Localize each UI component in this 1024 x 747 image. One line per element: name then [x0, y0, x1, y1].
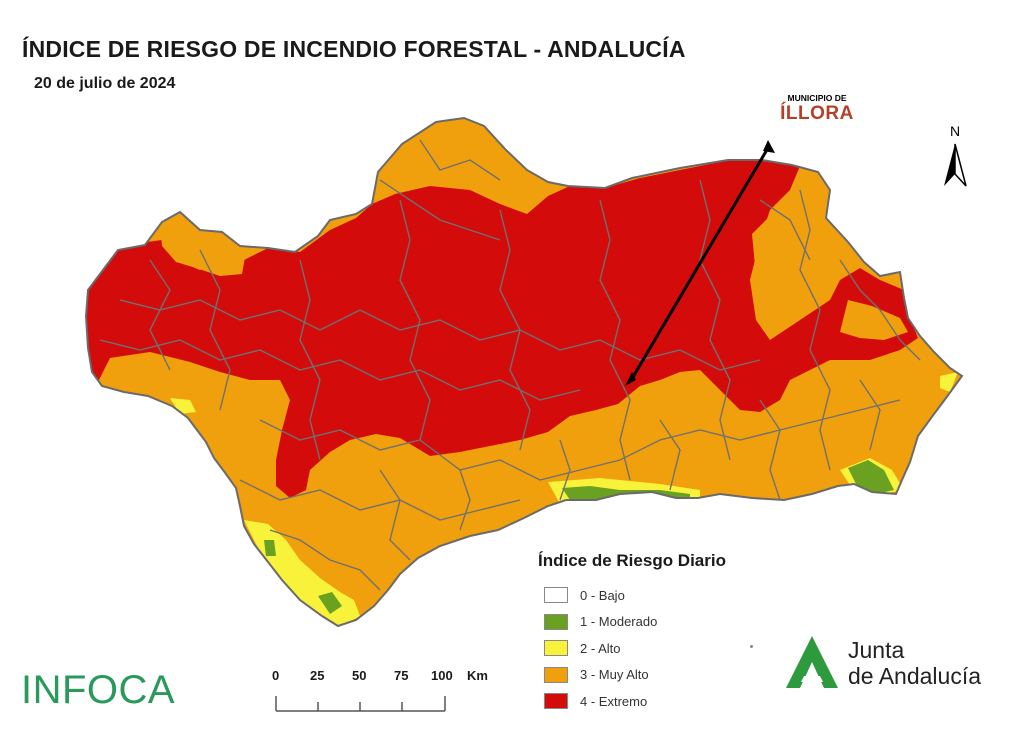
- legend-label: 0 - Bajo: [580, 587, 625, 603]
- map-date: 20 de julio de 2024: [34, 75, 176, 92]
- legend: Índice de Riesgo Diario 0 - Bajo 1 - Mod…: [538, 551, 726, 715]
- legend-swatch: [544, 666, 568, 683]
- arrow-head-icon: [763, 140, 775, 153]
- callout-arrow: [625, 140, 775, 386]
- zone-very-high-east: [752, 190, 828, 300]
- municipality-name: ÍLLORA: [780, 103, 854, 124]
- scale-tick-label: 75: [394, 668, 409, 683]
- legend-swatch: [544, 587, 568, 604]
- arrow-tail-icon: [625, 372, 636, 386]
- junta-line1: Junta: [848, 637, 905, 663]
- junta-andalucia-logo-text: Junta de Andalucía: [848, 637, 981, 689]
- legend-swatch: [544, 640, 568, 657]
- scale-bar: 0 25 50 75 100 Km: [263, 668, 503, 718]
- zone-high-west: [170, 398, 196, 414]
- north-arrow-icon: [944, 143, 967, 187]
- legend-item-alto: 2 - Alto: [538, 635, 726, 662]
- map-title: ÍNDICE DE RIESGO DE INCENDIO FORESTAL - …: [22, 36, 686, 62]
- municipality-callout: MUNICIPIO DE ÍLLORA: [774, 93, 860, 125]
- zone-extreme: [86, 160, 918, 498]
- legend-swatch: [544, 693, 568, 710]
- zone-moderate-sw: [264, 540, 276, 556]
- north-letter: N: [950, 123, 961, 139]
- region-outline: [84, 116, 964, 628]
- junta-andalucia-logo-icon: [786, 636, 838, 688]
- zone-moderate-south: [318, 592, 342, 614]
- legend-title: Índice de Riesgo Diario: [538, 551, 726, 570]
- legend-label: 4 - Extremo: [580, 693, 648, 709]
- scale-tick-label: 25: [310, 668, 325, 683]
- legend-label: 3 - Muy Alto: [580, 667, 649, 683]
- zone-high-east: [940, 372, 958, 392]
- scale-bar-lines: [275, 696, 446, 712]
- legend-swatch: [544, 613, 568, 630]
- scale-tick-label: 0: [272, 668, 280, 683]
- scale-tick-label: 100: [431, 668, 453, 683]
- legend-item-muy-alto: 3 - Muy Alto: [538, 662, 726, 689]
- dot-mark: [750, 645, 753, 648]
- legend-label: 1 - Moderado: [580, 614, 658, 630]
- zone-very-high-northwest: [160, 212, 246, 276]
- legend-item-bajo: 0 - Bajo: [538, 582, 726, 609]
- zone-very-high-east2: [840, 300, 908, 340]
- infoca-logo: INFOCA: [21, 668, 176, 712]
- municipal-boundaries: [99, 139, 921, 591]
- junta-line2: de Andalucía: [848, 663, 982, 689]
- legend-label: 2 - Alto: [580, 640, 621, 656]
- scale-unit: Km: [467, 668, 488, 683]
- legend-item-extremo: 4 - Extremo: [538, 688, 726, 715]
- legend-item-moderado: 1 - Moderado: [538, 609, 726, 636]
- scale-tick-label: 50: [352, 668, 367, 683]
- municipality-prefix: MUNICIPIO DE: [787, 93, 847, 103]
